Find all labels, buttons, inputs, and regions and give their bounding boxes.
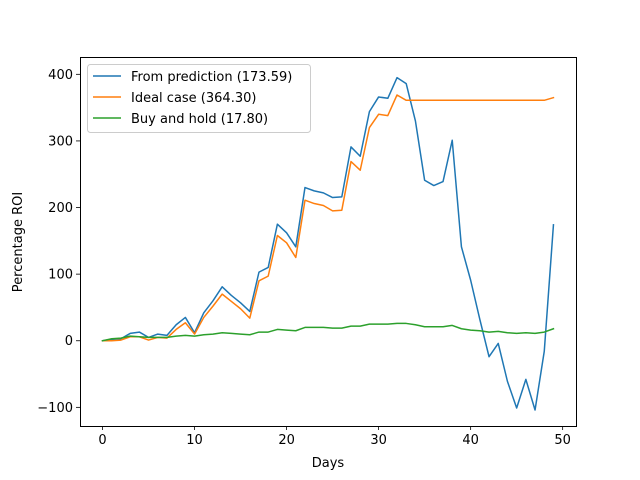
x-tick-label: 30 [370, 433, 387, 448]
series-line-3 [101, 322, 555, 342]
x-tick-label: 50 [554, 433, 571, 448]
legend-label-3: Buy and hold (17.80) [131, 112, 268, 127]
legend: From prediction (173.59) Ideal case (364.… [87, 64, 311, 133]
y-tick-label: 400 [48, 68, 73, 83]
y-tick-label: 200 [48, 201, 73, 216]
x-tick-label: 40 [462, 433, 479, 448]
series-line-1 [101, 76, 555, 411]
y-axis-ticks: −100 0 100 200 300 400 [37, 68, 80, 416]
series-layer [101, 76, 555, 411]
y-tick-label: −100 [37, 401, 73, 416]
y-tick-label: 300 [48, 134, 73, 149]
x-tick-label: 10 [186, 433, 203, 448]
legend-label-2: Ideal case (364.30) [131, 91, 256, 106]
legend-box [87, 64, 311, 133]
y-tick-label: 0 [65, 334, 73, 349]
plot-frame [80, 57, 577, 427]
x-axis-ticks: 0 10 20 30 40 50 [98, 426, 571, 448]
legend-label-1: From prediction (173.59) [131, 70, 292, 85]
x-tick-label: 0 [98, 433, 106, 448]
y-tick-label: 100 [48, 268, 73, 283]
x-axis-title: Days [312, 456, 345, 471]
x-tick-label: 20 [278, 433, 295, 448]
series-line-2 [101, 94, 555, 342]
y-axis-title: Percentage ROI [11, 192, 26, 292]
